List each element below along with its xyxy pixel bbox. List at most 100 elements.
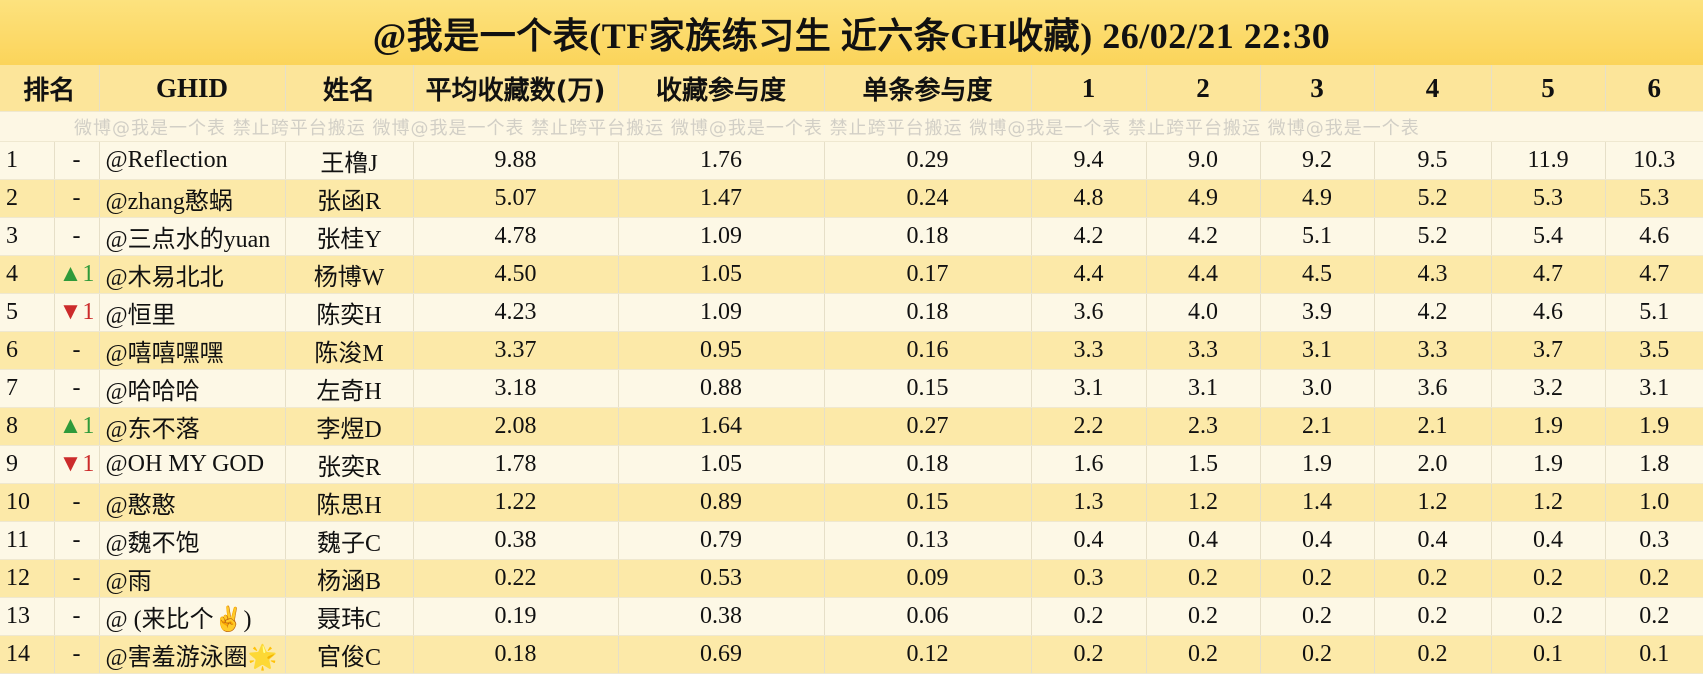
ghid-cell: @东不落 — [98, 407, 286, 446]
header-avg[interactable]: 平均收藏数(万) — [412, 65, 619, 112]
table-row[interactable]: 12- @雨 杨涵B 0.22 0.53 0.09 0.3 0.2 0.2 0.2 0.2 0.2 — [0, 559, 1703, 598]
post-4-cell: 9.5 — [1373, 141, 1492, 180]
ghid-cell: @恒里 — [98, 293, 286, 332]
header-post-2[interactable]: 2 — [1145, 65, 1261, 112]
post-1-cell: 1.3 — [1030, 483, 1147, 522]
post-3-cell: 4.9 — [1259, 179, 1375, 218]
post-1-cell: 0.2 — [1030, 635, 1147, 674]
rank-cell: 9 — [0, 445, 54, 484]
name-cell: 杨涵B — [284, 559, 414, 598]
post-3-cell: 3.1 — [1259, 331, 1375, 370]
rank-change: - — [53, 635, 100, 674]
header-post-6[interactable]: 6 — [1604, 65, 1703, 112]
header-single[interactable]: 单条参与度 — [823, 65, 1032, 112]
post-2-cell: 3.1 — [1145, 369, 1261, 408]
table-row[interactable]: 1- @Reflection 王橹J 9.88 1.76 0.29 9.4 9.0 9.2 9.5… — [0, 141, 1703, 180]
single-cell: 0.17 — [823, 255, 1032, 294]
name-cell: 魏子C — [284, 521, 414, 560]
post-5-cell: 1.9 — [1490, 407, 1606, 446]
post-3-cell: 0.2 — [1259, 559, 1375, 598]
table-row[interactable]: 3- @三点水的yuan 张桂Y 4.78 1.09 0.18 4.2 4.2 5.1 5.2 5.… — [0, 217, 1703, 256]
post-5-cell: 4.6 — [1490, 293, 1606, 332]
name-cell: 张函R — [284, 179, 414, 218]
post-5-cell: 4.7 — [1490, 255, 1606, 294]
header-ghid[interactable]: GHID — [98, 65, 286, 112]
participation-cell: 1.09 — [617, 293, 825, 332]
header-post-5[interactable]: 5 — [1490, 65, 1606, 112]
post-6-cell: 0.2 — [1604, 559, 1703, 598]
post-3-cell: 4.5 — [1259, 255, 1375, 294]
avg-cell: 5.07 — [412, 179, 619, 218]
table-row[interactable]: 2- @zhang憨蜗 张函R 5.07 1.47 0.24 4.8 4.9 4.9 5.2 5.3… — [0, 179, 1703, 218]
single-cell: 0.09 — [823, 559, 1032, 598]
avg-cell: 0.22 — [412, 559, 619, 598]
ghid-cell: @憨憨 — [98, 483, 286, 522]
post-2-cell: 0.2 — [1145, 635, 1261, 674]
post-4-cell: 1.2 — [1373, 483, 1492, 522]
single-cell: 0.27 — [823, 407, 1032, 446]
ghid-cell: @Reflection — [98, 141, 286, 180]
table-row[interactable]: 14- @害羞游泳圈🌟 官俊C 0.18 0.69 0.12 0.2 0.2 0.2 0.2 0.1… — [0, 635, 1703, 674]
table-row[interactable]: 13- @ (来比个✌️) 聂玮C 0.19 0.38 0.06 0.2 0.2 0.2 0.2 0… — [0, 597, 1703, 636]
avg-cell: 0.19 — [412, 597, 619, 636]
rank-cell: 13 — [0, 597, 54, 636]
participation-cell: 1.09 — [617, 217, 825, 256]
table-row[interactable]: 9 ▼1 @OH MY GOD 张奕R 1.78 1.05 0.18 1.6 1.5 1.9 2.0… — [0, 445, 1703, 484]
ghid-cell: @木易北北 — [98, 255, 286, 294]
post-2-cell: 4.9 — [1145, 179, 1261, 218]
post-1-cell: 9.4 — [1030, 141, 1147, 180]
avg-cell: 2.08 — [412, 407, 619, 446]
ghid-cell: @嘻嘻嘿嘿 — [98, 331, 286, 370]
header-participation[interactable]: 收藏参与度 — [617, 65, 825, 112]
post-5-cell: 0.1 — [1490, 635, 1606, 674]
table-row[interactable]: 10- @憨憨 陈思H 1.22 0.89 0.15 1.3 1.2 1.4 1.2 1.2 1.0 — [0, 483, 1703, 522]
post-4-cell: 3.6 — [1373, 369, 1492, 408]
post-4-cell: 0.2 — [1373, 597, 1492, 636]
post-1-cell: 0.2 — [1030, 597, 1147, 636]
single-cell: 0.13 — [823, 521, 1032, 560]
header-post-4[interactable]: 4 — [1373, 65, 1492, 112]
rank-change: - — [53, 331, 100, 370]
table-row[interactable]: 7- @哈哈哈 左奇H 3.18 0.88 0.15 3.1 3.1 3.0 3.6 3.2 3.1 — [0, 369, 1703, 408]
single-cell: 0.18 — [823, 293, 1032, 332]
post-4-cell: 5.2 — [1373, 179, 1492, 218]
rank-cell: 5 — [0, 293, 54, 332]
header-rank[interactable]: 排名 — [0, 65, 100, 112]
post-3-cell: 0.2 — [1259, 597, 1375, 636]
table-row[interactable]: 8 ▲1 @东不落 李煜D 2.08 1.64 0.27 2.2 2.3 2.1 2.1 1.9 1.9 — [0, 407, 1703, 446]
rank-cell: 11 — [0, 521, 54, 560]
table-row[interactable]: 6- @嘻嘻嘿嘿 陈浚M 3.37 0.95 0.16 3.3 3.3 3.1 3.3 3.7 3.5 — [0, 331, 1703, 370]
header-post-3[interactable]: 3 — [1259, 65, 1375, 112]
post-1-cell: 3.1 — [1030, 369, 1147, 408]
avg-cell: 0.38 — [412, 521, 619, 560]
name-cell: 陈浚M — [284, 331, 414, 370]
post-6-cell: 4.6 — [1604, 217, 1703, 256]
participation-cell: 0.79 — [617, 521, 825, 560]
post-1-cell: 0.3 — [1030, 559, 1147, 598]
participation-cell: 0.88 — [617, 369, 825, 408]
table-row[interactable]: 5 ▼1 @恒里 陈奕H 4.23 1.09 0.18 3.6 4.0 3.9 4.2 4.6 5.1 — [0, 293, 1703, 332]
avg-cell: 4.23 — [412, 293, 619, 332]
post-1-cell: 4.4 — [1030, 255, 1147, 294]
post-1-cell: 1.6 — [1030, 445, 1147, 484]
header-post-1[interactable]: 1 — [1030, 65, 1147, 112]
table-row[interactable]: 11- @魏不饱 魏子C 0.38 0.79 0.13 0.4 0.4 0.4 0.4 0.4 0.3 — [0, 521, 1703, 560]
post-1-cell: 4.2 — [1030, 217, 1147, 256]
header-name[interactable]: 姓名 — [284, 65, 414, 112]
participation-cell: 1.47 — [617, 179, 825, 218]
post-4-cell: 2.0 — [1373, 445, 1492, 484]
name-cell: 聂玮C — [284, 597, 414, 636]
post-4-cell: 4.2 — [1373, 293, 1492, 332]
rank-change: - — [53, 521, 100, 560]
post-6-cell: 4.7 — [1604, 255, 1703, 294]
avg-cell: 1.78 — [412, 445, 619, 484]
post-2-cell: 9.0 — [1145, 141, 1261, 180]
ghid-cell: @害羞游泳圈🌟 — [98, 635, 286, 674]
single-cell: 0.16 — [823, 331, 1032, 370]
participation-cell: 0.95 — [617, 331, 825, 370]
single-cell: 0.18 — [823, 217, 1032, 256]
post-6-cell: 0.2 — [1604, 597, 1703, 636]
post-6-cell: 10.3 — [1604, 141, 1703, 180]
post-2-cell: 4.0 — [1145, 293, 1261, 332]
table-row[interactable]: 4 ▲1 @木易北北 杨博W 4.50 1.05 0.17 4.4 4.4 4.5 4.3 4.7 4.… — [0, 255, 1703, 294]
